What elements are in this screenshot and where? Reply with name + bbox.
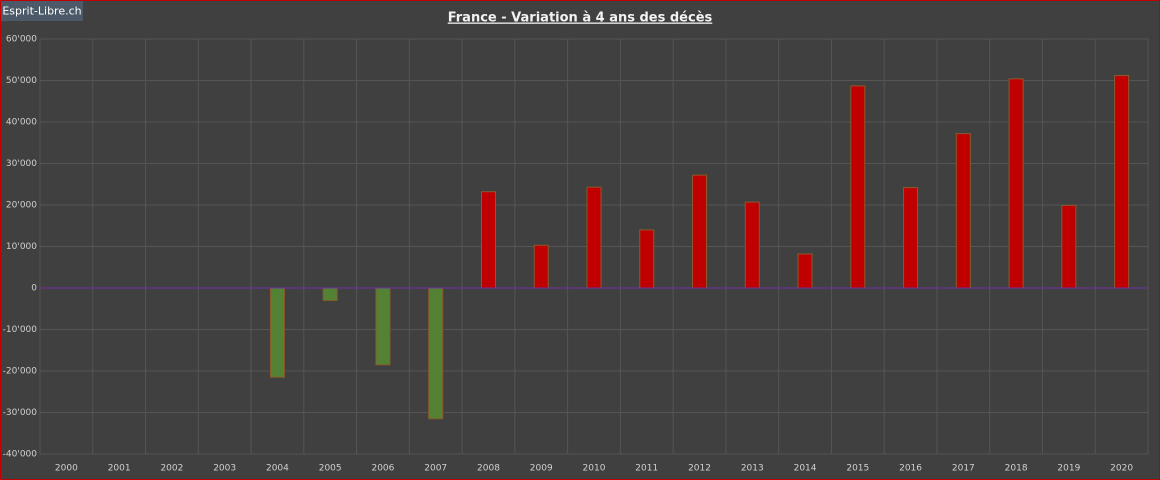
y-tick-label: -10'000 <box>3 325 38 335</box>
y-tick-label: 30'000 <box>6 159 37 169</box>
x-tick-label: 2013 <box>741 464 764 474</box>
x-tick-label: 2001 <box>108 464 131 474</box>
x-tick-label: 2017 <box>952 464 975 474</box>
x-tick-label: 2007 <box>424 464 447 474</box>
x-tick-label: 2015 <box>846 464 869 474</box>
y-tick-label: 0 <box>31 284 37 294</box>
bar <box>639 229 655 289</box>
x-tick-label: 2014 <box>794 464 817 474</box>
bar <box>586 186 602 289</box>
y-tick-label: -20'000 <box>3 367 38 377</box>
x-tick-label: 2000 <box>55 464 78 474</box>
x-tick-label: 2018 <box>1005 464 1028 474</box>
bar <box>797 253 813 289</box>
bar <box>375 287 391 366</box>
x-tick-label: 2006 <box>371 464 394 474</box>
x-tick-label: 2012 <box>688 464 711 474</box>
x-tick-label: 2008 <box>477 464 500 474</box>
y-tick-label: 10'000 <box>6 242 37 252</box>
bar <box>955 133 971 289</box>
y-tick-label: 40'000 <box>6 118 37 128</box>
bar <box>480 191 496 289</box>
x-tick-label: 2002 <box>160 464 183 474</box>
bar <box>322 287 338 301</box>
x-tick-label: 2010 <box>583 464 606 474</box>
bar <box>692 174 708 289</box>
x-tick-label: 2020 <box>1110 464 1133 474</box>
x-tick-label: 2016 <box>899 464 922 474</box>
bar <box>1114 75 1130 289</box>
y-tick-label: 20'000 <box>6 201 37 211</box>
y-tick-label: 60'000 <box>6 35 37 45</box>
chart-title: France - Variation à 4 ans des décès <box>448 11 713 26</box>
y-tick-label: -30'000 <box>3 408 38 418</box>
x-tick-label: 2009 <box>530 464 553 474</box>
bar <box>744 201 760 289</box>
x-tick-label: 2005 <box>319 464 342 474</box>
bar <box>1061 204 1077 289</box>
bar <box>533 244 549 289</box>
y-tick-label: -40'000 <box>3 450 38 460</box>
y-tick-label: 50'000 <box>6 76 37 86</box>
badge-box <box>1 1 83 21</box>
bar <box>903 187 919 289</box>
bar <box>269 287 285 378</box>
badge: Esprit-Libre.ch <box>2 5 81 18</box>
x-tick-label: 2003 <box>213 464 236 474</box>
x-tick-label: 2019 <box>1057 464 1080 474</box>
bar <box>850 85 866 289</box>
x-tick-label: 2011 <box>635 464 658 474</box>
x-tick-label: 2004 <box>266 464 289 474</box>
bar <box>1008 78 1024 289</box>
bar <box>428 287 444 420</box>
